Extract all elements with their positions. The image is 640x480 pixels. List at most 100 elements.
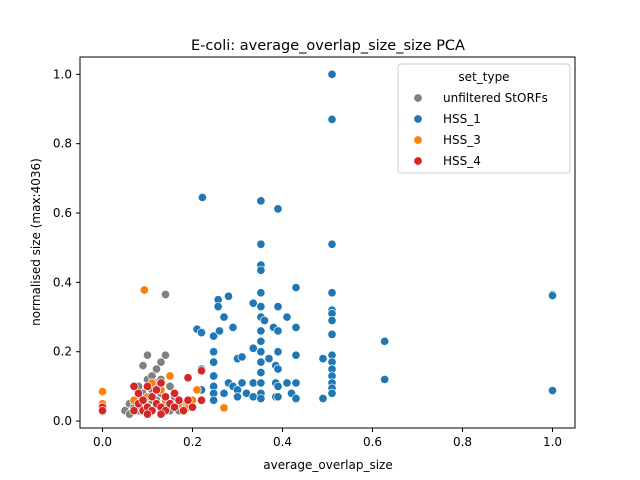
y-tick-label: 0.4 (53, 275, 72, 289)
data-point (273, 347, 283, 357)
data-point (380, 336, 390, 346)
series-3 (97, 366, 207, 419)
legend-label: HSS_3 (443, 133, 481, 147)
data-point (256, 378, 266, 388)
data-point (160, 289, 171, 300)
data-point (97, 406, 108, 416)
data-point (327, 239, 337, 249)
legend-items: unfiltered StORFs HSS_1 HSS_3 HSS_4 (413, 91, 548, 168)
x-tick-label: 0.4 (273, 435, 292, 449)
data-point (97, 387, 108, 397)
data-point (256, 367, 266, 378)
x-axis: 0.0 0.2 0.4 0.6 0.8 1.0 (93, 428, 562, 449)
data-point (282, 378, 292, 388)
data-point (139, 285, 149, 295)
data-point (160, 350, 171, 360)
data-point (237, 378, 247, 388)
data-point (209, 347, 219, 357)
y-tick-label: 0.6 (53, 206, 72, 220)
data-point (273, 326, 283, 336)
data-point (248, 298, 258, 308)
y-tick-label: 0.2 (53, 345, 72, 359)
data-point (380, 374, 390, 385)
x-tick-label: 1.0 (543, 435, 562, 449)
data-point (256, 393, 266, 404)
x-tick-label: 0.8 (453, 435, 472, 449)
data-point (327, 69, 337, 79)
data-point (133, 388, 144, 398)
data-point (142, 350, 153, 360)
data-point (169, 388, 180, 398)
legend-marker (413, 93, 423, 103)
data-point (256, 288, 266, 298)
legend: set_type unfiltered StORFs HSS_1 HSS_3 HSS_… (397, 63, 571, 174)
data-point (196, 366, 207, 376)
legend-label: unfiltered StORFs (443, 91, 548, 105)
data-point (291, 283, 301, 293)
data-point (291, 350, 301, 360)
legend-marker (413, 114, 423, 124)
chart-title: E-coli: average_overlap_size_size PCA (191, 38, 465, 54)
data-point (327, 329, 337, 339)
data-point (273, 302, 283, 312)
data-point (256, 302, 266, 312)
data-point (183, 373, 193, 383)
y-tick-label: 0.8 (53, 137, 72, 151)
data-point (237, 352, 247, 362)
data-point (318, 354, 328, 364)
plot-area (97, 69, 558, 419)
data-point (223, 291, 234, 301)
data-point (197, 192, 207, 202)
data-point (291, 322, 301, 332)
data-point (187, 402, 198, 412)
legend-label: HSS_1 (443, 112, 481, 126)
data-point (248, 392, 258, 402)
plot-frame (79, 56, 576, 429)
data-point (327, 288, 337, 298)
y-tick-label: 1.0 (53, 67, 72, 81)
data-point (213, 302, 223, 312)
data-point (156, 357, 166, 367)
y-axis: 0.0 0.2 0.4 0.6 0.8 1.0 (53, 67, 80, 428)
data-point (165, 381, 175, 391)
data-point (219, 388, 229, 398)
data-point (129, 381, 139, 391)
legend-box (397, 63, 571, 174)
data-point (273, 364, 283, 374)
legend-marker (413, 135, 423, 145)
data-point (318, 393, 328, 404)
data-point (147, 392, 157, 402)
data-point (232, 392, 243, 402)
data-point (219, 403, 229, 413)
data-point (256, 239, 266, 249)
data-point (327, 388, 337, 398)
data-point (256, 326, 266, 336)
data-point (256, 265, 266, 275)
data-point (151, 385, 162, 395)
data-point (209, 371, 219, 381)
data-point (291, 378, 301, 388)
x-tick-label: 0.2 (183, 435, 202, 449)
data-point (256, 196, 266, 206)
x-tick-label: 0.6 (363, 435, 382, 449)
data-point (248, 343, 258, 353)
data-point (196, 395, 207, 405)
y-tick-label: 0.0 (53, 414, 72, 428)
data-point (547, 290, 558, 301)
data-point (138, 395, 148, 405)
data-point (256, 357, 266, 367)
data-point (156, 378, 166, 388)
data-point (327, 114, 337, 124)
series-1 (192, 69, 558, 405)
data-point (129, 406, 139, 416)
data-point (183, 395, 193, 405)
data-point (142, 381, 153, 391)
data-point (327, 315, 337, 326)
data-point (209, 357, 219, 367)
data-point (264, 354, 274, 364)
data-point (138, 361, 148, 371)
data-point (209, 395, 219, 405)
data-point (228, 322, 238, 332)
x-axis-label: average_overlap_size (263, 458, 392, 472)
